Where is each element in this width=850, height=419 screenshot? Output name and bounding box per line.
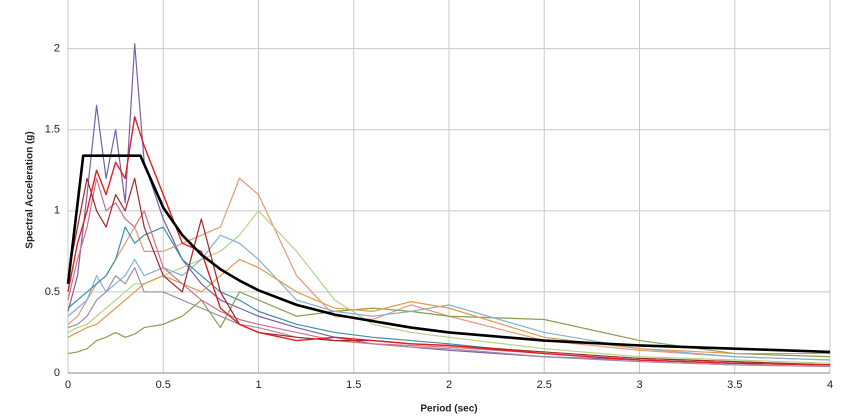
y-tick-label: 1.5 [45,124,60,136]
x-tick-label: 0.5 [156,379,171,391]
series-line [67,226,831,366]
y-tick-label: 0 [54,367,60,379]
series-line [67,291,831,358]
x-axis-title: Period (sec) [420,404,477,415]
series-line [67,266,831,368]
series-line [67,43,831,366]
x-tick-label: 2 [446,379,452,391]
x-tick-label: 4 [827,379,833,391]
x-tick-label: 3.5 [727,379,742,391]
x-tick-label: 1.5 [346,379,361,391]
series-line [67,177,831,366]
y-tick-label: 1 [54,205,60,217]
series-line [67,234,831,361]
series-line [66,154,831,354]
x-tick-label: 3 [636,379,642,391]
y-tick-label: 0.5 [45,286,60,298]
x-tick-label: 1 [255,379,261,391]
x-tick-label: 0 [65,379,71,391]
y-tick-label: 2 [54,43,60,55]
x-tick-label: 2.5 [537,379,552,391]
y-axis-title: Spectral Acceleration (g) [25,131,36,248]
series-line [67,116,831,366]
